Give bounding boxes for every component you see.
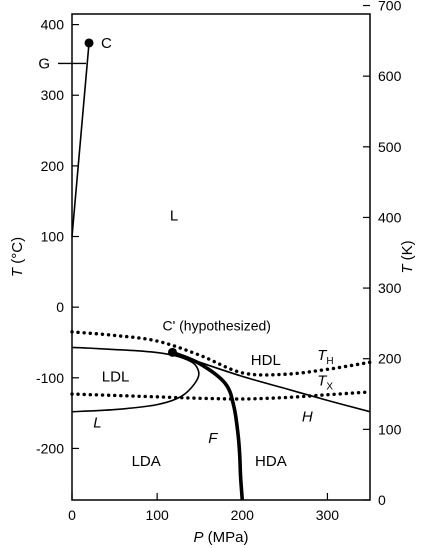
phase-boundary-line-1 bbox=[70, 330, 372, 377]
y-left-tick-label: 0 bbox=[56, 299, 64, 315]
y-right-tick-label: 700 bbox=[378, 0, 402, 14]
x-tick-label: 200 bbox=[231, 507, 255, 523]
phase-boundary-line-3 bbox=[71, 346, 200, 413]
y-right-tick-label: 0 bbox=[378, 492, 386, 508]
y-left-tick-label: -200 bbox=[36, 440, 64, 456]
y-left-tick-label: -100 bbox=[36, 370, 64, 386]
x-tick-label: 300 bbox=[316, 507, 340, 523]
y-left-axis-title: T (°C) bbox=[9, 237, 26, 277]
critical-point-label: C bbox=[101, 35, 112, 52]
gas-region-label: G bbox=[38, 55, 50, 72]
phase-boundary-line-5 bbox=[171, 350, 245, 501]
plot-frame bbox=[71, 13, 371, 501]
region-label: H bbox=[302, 409, 313, 426]
region-label: L bbox=[93, 414, 101, 431]
y-left-tick-label: 400 bbox=[41, 17, 65, 33]
y-right-tick-label: 100 bbox=[378, 421, 402, 437]
x-axis-title: P (MPa) bbox=[193, 529, 248, 546]
region-label: HDL bbox=[251, 352, 281, 369]
y-right-tick-label: 500 bbox=[378, 139, 402, 155]
critical-point-marker bbox=[84, 38, 94, 48]
region-label: L bbox=[170, 207, 178, 224]
y-left-tick-label: 100 bbox=[41, 229, 65, 245]
region-label: F bbox=[208, 430, 218, 447]
y-left-tick-label: 300 bbox=[41, 87, 65, 103]
y-right-tick-label: 600 bbox=[378, 68, 402, 84]
x-tick-label: 100 bbox=[145, 507, 169, 523]
y-right-tick-label: 200 bbox=[378, 351, 402, 367]
region-label: LDA bbox=[132, 453, 161, 470]
y-right-tick-label: 300 bbox=[378, 280, 402, 296]
y-right-tick-label: 400 bbox=[378, 209, 402, 225]
region-label: TX bbox=[317, 373, 333, 393]
phase-boundary-line-0 bbox=[71, 42, 90, 237]
y-left-tick-label: 200 bbox=[41, 158, 65, 174]
region-label: LDL bbox=[102, 368, 130, 385]
critical-point-marker bbox=[167, 347, 177, 357]
region-label: TH bbox=[317, 347, 333, 367]
region-label: HDA bbox=[255, 453, 287, 470]
phase-boundary-line-2 bbox=[70, 390, 372, 401]
hypothesized-critical-point-label: C' (hypothesized) bbox=[162, 317, 271, 333]
y-right-axis-title: T (K) bbox=[399, 240, 416, 273]
x-tick-label: 0 bbox=[68, 507, 76, 523]
